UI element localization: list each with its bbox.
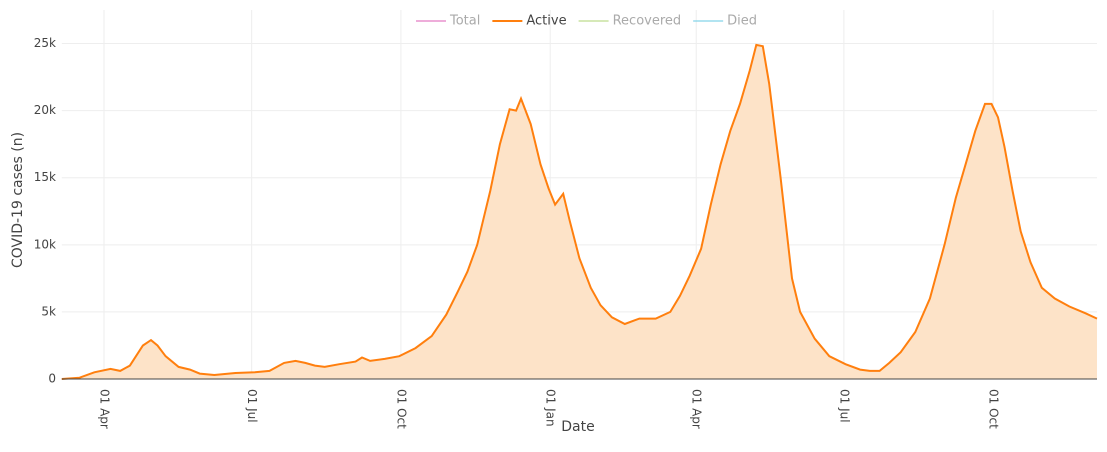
y-tick-label: 5k bbox=[41, 304, 56, 318]
y-axis-title: COVID-19 cases (n) bbox=[10, 132, 26, 268]
legend-label: Total bbox=[449, 14, 480, 29]
y-tick-label: 25k bbox=[34, 36, 56, 50]
line bbox=[61, 43, 1098, 380]
area bbox=[61, 44, 1097, 380]
x-tick-label: 01 Jan bbox=[544, 389, 558, 427]
y-tick-label: 20k bbox=[34, 103, 56, 117]
y-tick-label: 0 bbox=[48, 372, 56, 386]
legend-label: Died bbox=[727, 14, 757, 29]
y-tick-label: 15k bbox=[34, 170, 56, 184]
x-axis-title: Date bbox=[561, 419, 594, 435]
legend-label: Active bbox=[526, 14, 566, 29]
y-tick-label: 10k bbox=[34, 237, 56, 251]
x-tick-label: 01 Oct bbox=[394, 389, 408, 429]
x-tick-label: 01 Apr bbox=[97, 389, 111, 429]
x-tick-label: 01 Jul bbox=[245, 389, 259, 423]
x-tick-label: 01 Apr bbox=[690, 389, 704, 429]
x-tick-label: 01 Jul bbox=[837, 389, 851, 423]
legend-label: Recovered bbox=[613, 14, 682, 29]
x-tick-label: 01 Oct bbox=[987, 389, 1001, 429]
